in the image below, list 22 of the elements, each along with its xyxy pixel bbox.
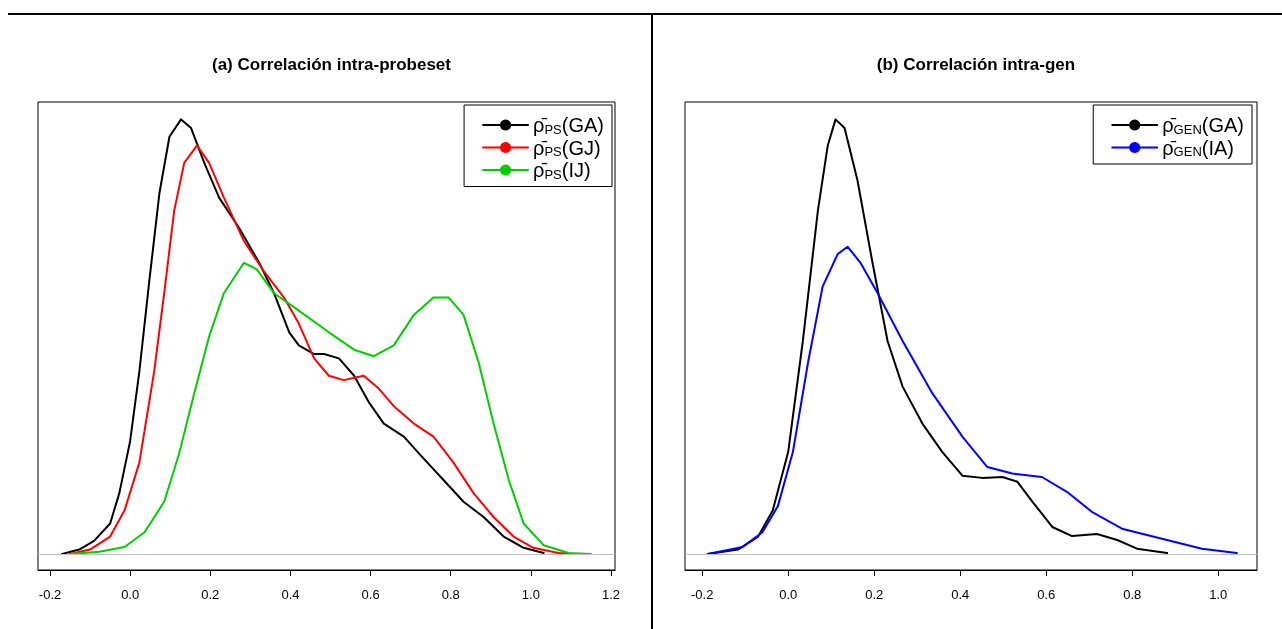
x-tick-label: 0.6 bbox=[1037, 587, 1056, 602]
x-tick-label: 0.4 bbox=[281, 587, 300, 602]
x-tick-label: 1.0 bbox=[1209, 587, 1228, 602]
legend-label: ρ̄GEN(GA) bbox=[1162, 114, 1244, 137]
x-tick-label: -0.2 bbox=[38, 587, 62, 602]
x-tick-label: 0.0 bbox=[779, 587, 798, 602]
chart-title: (a) Correlación intra-probeset bbox=[212, 55, 452, 74]
x-tick-label: 0.2 bbox=[865, 587, 884, 602]
x-tick-label: 0.2 bbox=[201, 587, 220, 602]
x-tick-label: -0.2 bbox=[691, 587, 714, 602]
x-tick-label: 0.8 bbox=[1123, 587, 1142, 602]
legend-label: ρ̄PS(GJ) bbox=[533, 136, 601, 159]
x-tick-label: 1.0 bbox=[521, 587, 540, 602]
x-tick-label: 0.8 bbox=[441, 587, 460, 602]
x-tick-label: 0.6 bbox=[361, 587, 380, 602]
x-tick-label: 0.4 bbox=[951, 587, 970, 602]
legend-label: ρ̄GEN(IA) bbox=[1162, 136, 1234, 159]
x-tick-label: 0.0 bbox=[121, 587, 140, 602]
x-tick-label: 1.2 bbox=[601, 587, 621, 602]
legend-label: ρ̄PS(GA) bbox=[533, 114, 604, 137]
legend-label: ρ̄PS(IJ) bbox=[533, 159, 591, 182]
chart-title: (b) Correlación intra-gen bbox=[876, 55, 1076, 74]
